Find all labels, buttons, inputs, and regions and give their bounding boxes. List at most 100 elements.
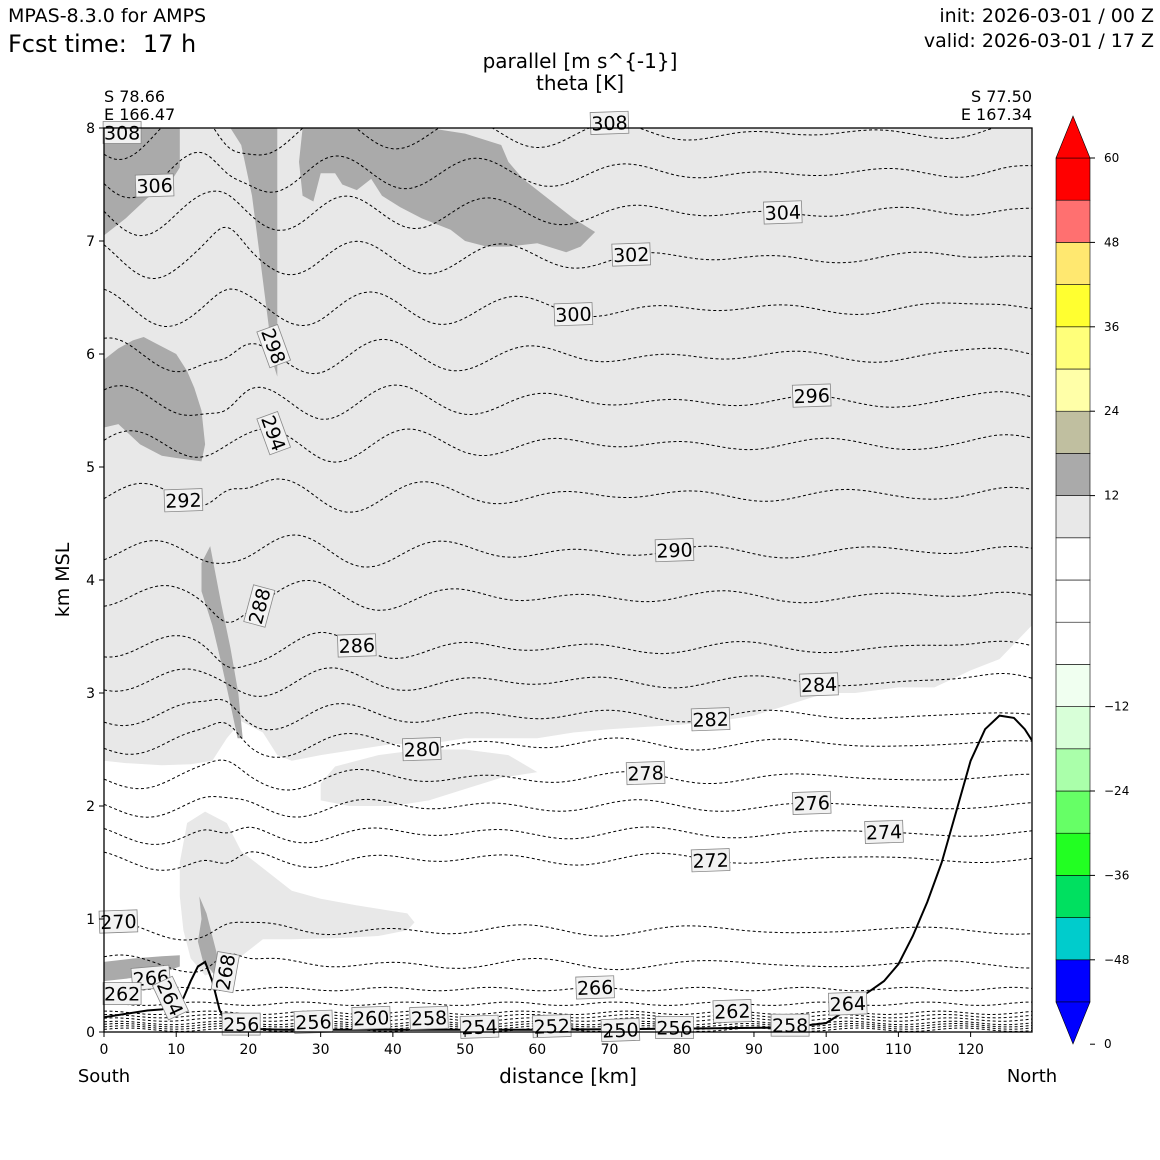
colorbar-segment bbox=[1055, 284, 1091, 328]
colorbar-segment bbox=[1055, 748, 1091, 792]
colorbar-segment bbox=[1055, 199, 1091, 243]
contour-label-text: 280 bbox=[403, 738, 440, 761]
theta-contour-288 bbox=[104, 580, 1032, 623]
contour-label-286: 286 bbox=[337, 633, 377, 658]
x-tick-label: 80 bbox=[673, 1042, 691, 1058]
contour-label-text: 272 bbox=[692, 850, 729, 873]
colorbar-tick-label: 60 bbox=[1104, 151, 1119, 165]
y-tick-label: 4 bbox=[86, 573, 95, 589]
colorbar-segment bbox=[1055, 832, 1091, 876]
contour-label-box bbox=[293, 1009, 334, 1034]
contour-label-282: 282 bbox=[690, 707, 731, 732]
theta-contour-268 bbox=[104, 953, 1032, 973]
contour-label-text: 256 bbox=[223, 1014, 259, 1036]
colorbar-tick-label: −12 bbox=[1104, 700, 1129, 714]
theta-contour-306 bbox=[104, 151, 1032, 199]
contour-label-260: 260 bbox=[351, 1005, 391, 1031]
contour-label-text: 262 bbox=[104, 984, 140, 1006]
contour-label-box bbox=[402, 737, 442, 762]
theta-contour-280 bbox=[104, 722, 1032, 758]
contour-label-box bbox=[575, 975, 615, 1000]
shade-region-12-18-4 bbox=[230, 128, 278, 377]
contour-label-box bbox=[102, 982, 142, 1005]
contour-label-box bbox=[690, 707, 731, 732]
theta-contour-264 bbox=[104, 1001, 1032, 1006]
contour-label-text: 300 bbox=[555, 304, 592, 327]
shade-region-12-18-9 bbox=[197, 896, 219, 976]
contour-label-274: 274 bbox=[864, 819, 904, 845]
contour-label-292: 292 bbox=[163, 488, 204, 513]
x-tick-label: 60 bbox=[528, 1042, 546, 1058]
colorbar-segment bbox=[1055, 790, 1091, 834]
shade-region-6-12-1 bbox=[179, 811, 415, 976]
colorbar-tick-label: 48 bbox=[1104, 235, 1119, 249]
colorbar-segment bbox=[1055, 621, 1091, 665]
contour-label-box bbox=[600, 1017, 641, 1043]
theta-contour-284 bbox=[104, 667, 1032, 697]
colorbar-segment bbox=[1055, 875, 1091, 918]
contour-label-extra-7: 262 bbox=[102, 982, 142, 1006]
contour-label-box bbox=[791, 383, 832, 408]
contour-label-box bbox=[799, 672, 839, 697]
colorbar-segment bbox=[1055, 242, 1091, 285]
contour-label-306: 306 bbox=[134, 173, 175, 198]
colorbar-under-arrow bbox=[1055, 1001, 1091, 1045]
contour-label-box bbox=[690, 848, 731, 873]
theta-contour-286 bbox=[104, 631, 1032, 669]
contour-label-276: 276 bbox=[791, 790, 832, 816]
init-time: init: 2026-03-01 / 00 Z bbox=[939, 5, 1154, 27]
colorbar-segment bbox=[1055, 537, 1091, 581]
colorbar-segment bbox=[1055, 495, 1091, 539]
contour-label-text: 258 bbox=[411, 1007, 448, 1030]
colorbar-segment bbox=[1055, 917, 1091, 961]
chart-subtitle: theta [K] bbox=[536, 71, 624, 95]
contour-label-box bbox=[770, 1013, 810, 1037]
y-tick-label: 0 bbox=[86, 1025, 95, 1041]
shade-region-6-12-2 bbox=[320, 749, 538, 806]
x-tick-label: 40 bbox=[384, 1042, 402, 1058]
y-tick-label: 7 bbox=[86, 234, 95, 250]
x-tick-label: 100 bbox=[813, 1042, 840, 1058]
contour-label-box bbox=[134, 173, 175, 198]
contour-label-278: 278 bbox=[625, 760, 666, 786]
contour-label-284: 284 bbox=[799, 672, 839, 697]
x-axis-label: distance [km] bbox=[499, 1064, 637, 1088]
end-longitude: E 167.34 bbox=[960, 105, 1032, 124]
contour-label-text: 286 bbox=[338, 635, 375, 658]
theta-contour-302 bbox=[104, 226, 1032, 280]
model-name: MPAS-8.3.0 for AMPS bbox=[8, 5, 207, 27]
shade-region-12-18-6 bbox=[104, 337, 206, 462]
x-tick-label: 110 bbox=[885, 1042, 912, 1058]
contour-label-text: 262 bbox=[714, 1000, 751, 1023]
start-latitude: S 78.66 bbox=[104, 87, 166, 106]
contour-label-text: 284 bbox=[801, 674, 838, 697]
contour-label-box bbox=[712, 999, 753, 1024]
x-tick-label: 70 bbox=[601, 1042, 619, 1058]
x-tick-label: 10 bbox=[167, 1042, 185, 1058]
theta-contour-290 bbox=[104, 534, 1032, 568]
south-label: South bbox=[77, 1066, 131, 1087]
contour-label-264: 264 bbox=[828, 991, 868, 1016]
colorbar-tick-label: 24 bbox=[1104, 404, 1119, 418]
contour-label-text: 302 bbox=[613, 244, 650, 267]
contour-label-text: 292 bbox=[165, 490, 202, 513]
contour-label-box bbox=[791, 790, 832, 815]
contour-label-box bbox=[256, 323, 292, 369]
y-tick-label: 1 bbox=[86, 912, 95, 928]
contour-label-extra-8: 256 bbox=[221, 1012, 261, 1036]
colorbar-tick-label: 0 bbox=[1104, 1037, 1112, 1051]
contour-label-304: 304 bbox=[763, 200, 803, 225]
colorbar-tick-label: −48 bbox=[1104, 953, 1129, 967]
contour-label-text: 256 bbox=[656, 1018, 692, 1040]
contour-label-extra-10: 258 bbox=[770, 1013, 810, 1037]
x-tick-label: 30 bbox=[312, 1042, 330, 1058]
colorbar-segment bbox=[1055, 959, 1091, 1003]
contour-label-box bbox=[763, 200, 803, 225]
forecast-time-value: 17 h bbox=[142, 30, 197, 58]
contour-label-text: 256 bbox=[295, 1011, 332, 1034]
contour-label-text: 274 bbox=[866, 821, 903, 844]
colorbar-segment bbox=[1055, 368, 1091, 412]
shade-region-12-18-5 bbox=[299, 128, 596, 253]
contour-label-text: 290 bbox=[656, 539, 693, 562]
